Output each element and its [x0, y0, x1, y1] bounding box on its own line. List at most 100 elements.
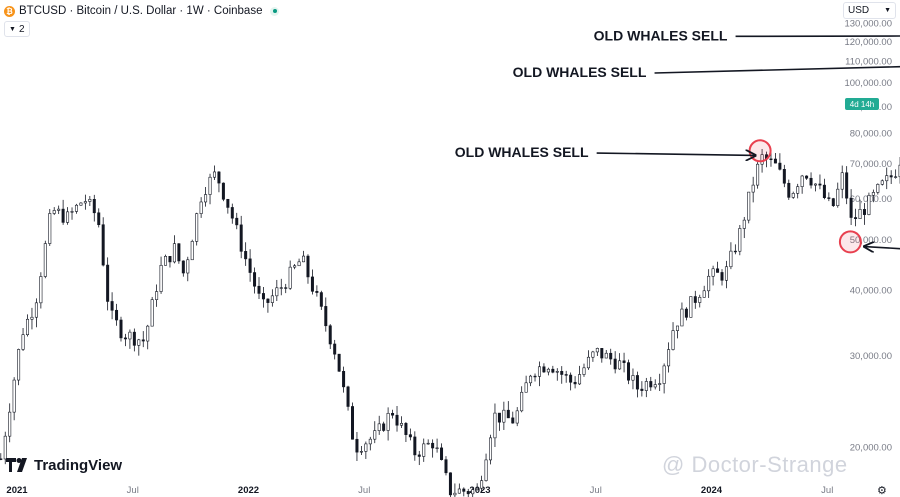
- candle-bearish: [640, 388, 644, 391]
- candle-bullish: [836, 188, 840, 207]
- candle-bullish: [751, 184, 755, 193]
- candle-bearish: [684, 308, 688, 318]
- candle-bullish: [618, 360, 622, 370]
- candle-bearish: [333, 343, 337, 355]
- candle-bearish: [181, 260, 185, 274]
- x-tick-label: 2022: [238, 485, 259, 496]
- candle-bearish: [97, 212, 101, 226]
- candle-bullish: [79, 202, 83, 206]
- candle-bearish: [827, 197, 831, 199]
- countdown-price-tag: 4d 14h: [845, 98, 879, 110]
- candle-bullish: [756, 163, 760, 186]
- candle-bullish: [586, 356, 590, 369]
- candle-bullish: [729, 250, 733, 268]
- candle-bearish: [284, 287, 288, 289]
- candle-bullish: [791, 193, 795, 198]
- annotation-arrow: [654, 65, 900, 74]
- candle-bearish: [822, 184, 826, 199]
- candle-bullish: [275, 287, 279, 297]
- currency-select[interactable]: USD ▼: [843, 2, 896, 19]
- gear-icon[interactable]: ⚙: [877, 485, 887, 497]
- candle-bullish: [199, 201, 203, 214]
- candle-bearish: [809, 177, 813, 186]
- candle-bullish: [208, 176, 212, 195]
- annotation-arrow: [596, 153, 756, 155]
- candle-bullish: [137, 339, 141, 346]
- candle-bearish: [141, 339, 145, 342]
- candle-bullish: [21, 334, 25, 350]
- candle-bearish: [773, 158, 777, 164]
- annotation-label: OLD WHALES SELL: [513, 64, 647, 80]
- candle-bullish: [876, 184, 880, 193]
- candle-bullish: [70, 211, 74, 213]
- candle-bullish: [457, 488, 461, 494]
- candle-bearish: [132, 331, 136, 346]
- candle-bearish: [315, 291, 319, 293]
- highlight-circle: [838, 230, 862, 254]
- candle-bearish: [395, 414, 399, 426]
- candle-bearish: [92, 198, 96, 214]
- candle-bullish: [293, 265, 297, 268]
- candle-bullish: [555, 371, 559, 373]
- symbol-title[interactable]: BTCUSD · Bitcoin / U.S. Dollar · 1W · Co…: [19, 5, 263, 17]
- candle-bearish: [609, 352, 613, 360]
- indicators-toggle[interactable]: ▼ 2: [4, 21, 30, 37]
- candle-bearish: [61, 208, 65, 223]
- candle-bullish: [128, 331, 132, 340]
- candle-bearish: [613, 358, 617, 370]
- candle-bearish: [600, 348, 604, 359]
- candle-bullish: [493, 412, 497, 439]
- candle-bullish: [537, 366, 541, 377]
- candle-bullish: [475, 487, 479, 490]
- candle-bullish: [840, 172, 844, 190]
- candle-bullish: [698, 297, 702, 303]
- candle-bullish: [435, 447, 439, 449]
- tradingview-icon: [6, 458, 27, 472]
- candle-bullish: [26, 318, 30, 336]
- candle-bullish: [279, 287, 283, 289]
- candle-bearish: [733, 250, 737, 253]
- candle-bearish: [417, 454, 421, 457]
- candle-bullish: [813, 183, 817, 186]
- candle-bearish: [497, 412, 501, 423]
- candle-bearish: [266, 298, 270, 303]
- candle-bullish: [8, 411, 12, 437]
- candle-bullish: [364, 443, 368, 452]
- candle-bearish: [462, 488, 466, 492]
- annotation-arrow: [864, 247, 900, 250]
- candle-bullish: [578, 374, 582, 385]
- candle-bearish: [693, 296, 697, 303]
- candle-bearish: [818, 183, 822, 186]
- candle-bullish: [17, 349, 21, 381]
- candle-bullish: [155, 291, 159, 300]
- candle-bullish: [515, 410, 519, 424]
- tradingview-logo[interactable]: TradingView: [6, 457, 122, 474]
- candle-bearish: [248, 258, 252, 273]
- market-status-icon[interactable]: [270, 6, 280, 16]
- candle-bearish: [337, 353, 341, 372]
- annotation-label: OLD WHALES SELL: [594, 27, 728, 43]
- y-tick-label: 120,000.00: [844, 37, 892, 48]
- y-tick-label: 110,000.00: [845, 57, 892, 68]
- candle-bullish: [146, 325, 150, 342]
- candle-bullish: [377, 423, 381, 431]
- y-tick-label: 130,000.00: [844, 19, 892, 30]
- candle-bullish: [172, 243, 176, 263]
- candle-bullish: [186, 259, 190, 274]
- candle-bearish: [106, 264, 110, 302]
- candle-bearish: [448, 472, 452, 496]
- candle-bearish: [831, 198, 835, 207]
- candle-bullish: [484, 459, 488, 481]
- candle-bullish: [546, 368, 550, 373]
- candle-bearish: [115, 309, 119, 321]
- candle-bullish: [3, 435, 7, 460]
- candle-bullish: [747, 191, 751, 221]
- candle-bearish: [720, 272, 724, 281]
- chevron-down-icon: ▼: [884, 7, 891, 14]
- candle-bearish: [854, 217, 858, 219]
- x-tick-label: 2024: [701, 485, 723, 496]
- candle-bullish: [297, 261, 301, 267]
- candle-bullish: [680, 308, 684, 327]
- candle-bullish: [57, 208, 61, 211]
